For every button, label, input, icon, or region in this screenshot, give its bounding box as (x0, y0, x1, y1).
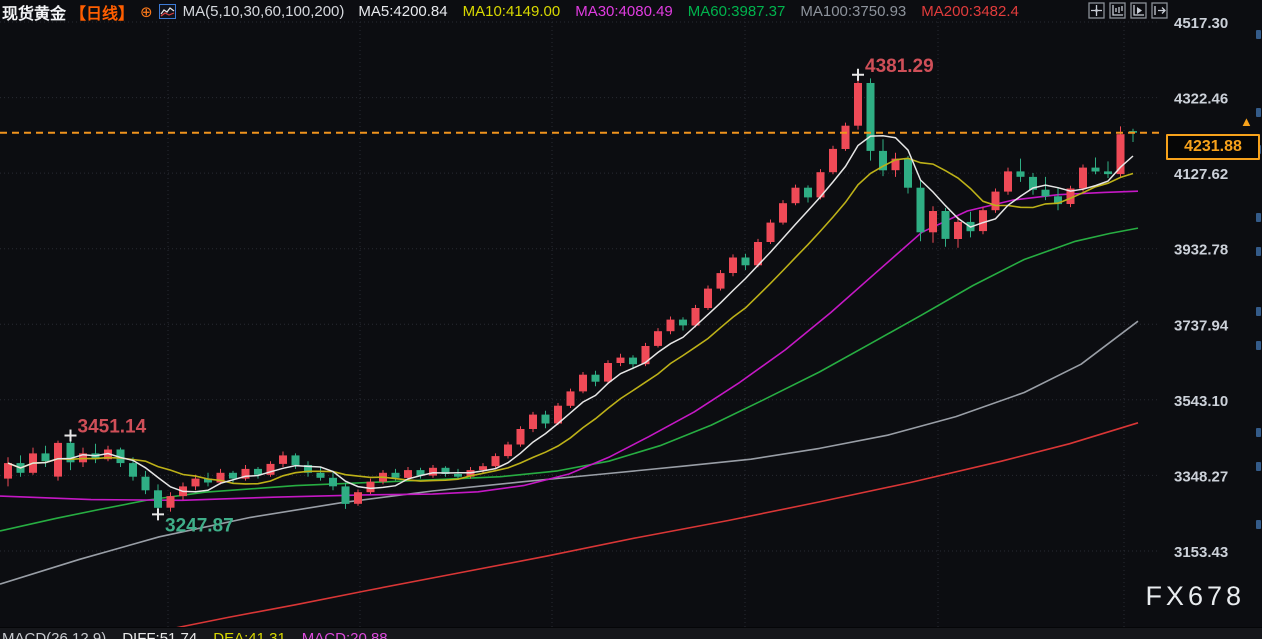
macd-value-label: MACD(26,12,9) (2, 630, 107, 639)
price-axis-tick: 4517.30 (1174, 15, 1228, 32)
ma-line (0, 320, 1139, 585)
symbol-name: 现货黄金 (2, 5, 67, 23)
edge-artifact (1256, 462, 1261, 471)
ma-params-label: MA(5,10,30,60,100,200) (182, 3, 345, 20)
edge-artifact (1256, 30, 1261, 39)
price-axis-tick: 4322.46 (1174, 91, 1228, 108)
ma10-line (7, 157, 1134, 485)
price-axis-tick: 3348.27 (1174, 468, 1228, 485)
ma-line (169, 422, 1139, 630)
price-annotation: 4381.29 (865, 56, 934, 77)
extreme-marker-icon (152, 508, 164, 521)
ma-value-label: MA10:4149.00 (462, 3, 561, 20)
ma-line (0, 190, 1139, 502)
price-annotation: 3247.87 (165, 515, 234, 536)
timeframe-selector[interactable]: 【日线】 (70, 5, 135, 23)
macd-panel-header: MACD(26,12,9) DIFF:51.74 DEA:41.31 MACD:20.… (0, 627, 1262, 639)
price-axis-tick: 3543.10 (1174, 393, 1228, 410)
edge-artifact (1256, 341, 1261, 350)
macd-value-label: MACD:20.88 (301, 630, 388, 639)
extreme-marker-icon (64, 429, 77, 442)
ma5-line (7, 135, 1134, 493)
edge-artifact (1256, 307, 1261, 316)
price-axis-tick: 3932.78 (1174, 242, 1228, 259)
edge-artifact (1256, 108, 1261, 117)
edge-artifact (1256, 213, 1261, 222)
macd-values-row: MACD(26,12,9) DIFF:51.74 DEA:41.31 MACD:20.… (0, 628, 1262, 639)
macd-value-label: DEA:41.31 (213, 630, 286, 639)
chart-toolbar (1087, 1, 1168, 19)
price-up-arrow-icon: ▲ (1240, 114, 1253, 129)
globe-plus-icon[interactable]: ⊕ (140, 3, 153, 21)
edge-artifact (1256, 428, 1261, 437)
extreme-marker-icon (852, 68, 864, 81)
chart-play-icon[interactable] (1129, 1, 1147, 19)
current-price-badge: 4231.88 (1166, 134, 1260, 160)
edge-artifact (1256, 520, 1261, 529)
chart-header: 现货黄金 【日线】 ⊕ MA(5,10,30,60,100,200) MA5:4… (2, 2, 1034, 23)
ma-line (0, 227, 1139, 532)
ma-value-label: MA5:4200.84 (358, 3, 448, 20)
ma-values-row: MA5:4200.84 MA10:4149.00 MA30:4080.49 MA60:… (358, 3, 1033, 20)
ma-value-label: MA30:4080.49 (575, 3, 673, 20)
price-axis-tick: 3153.43 (1174, 544, 1228, 561)
candles-layer (4, 74, 1137, 515)
exit-fullscreen-icon[interactable] (1150, 1, 1168, 19)
edge-artifact (1256, 247, 1261, 256)
fx678-watermark: FX678 (1145, 581, 1245, 611)
chart-indicator-icon[interactable] (1108, 1, 1126, 19)
ma-value-label: MA60:3987.37 (687, 3, 786, 20)
price-axis-tick: 4127.62 (1174, 166, 1228, 183)
macd-value-label: DIFF:51.74 (122, 630, 198, 639)
mini-chart-icon[interactable] (158, 4, 176, 19)
ma-value-label: MA100:3750.93 (800, 3, 907, 20)
price-axis-tick: 3737.94 (1174, 317, 1229, 334)
crosshair-move-icon[interactable] (1087, 1, 1105, 19)
price-annotation: 3451.14 (78, 417, 147, 438)
ma-value-label: MA200:3482.4 (921, 3, 1019, 20)
